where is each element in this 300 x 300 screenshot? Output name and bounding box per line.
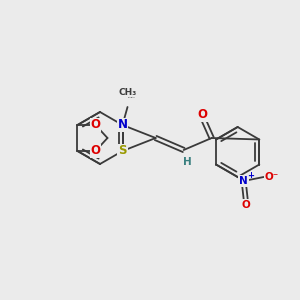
Text: N: N bbox=[239, 176, 248, 186]
Text: O: O bbox=[241, 200, 250, 210]
Text: O: O bbox=[91, 145, 100, 158]
Text: N: N bbox=[118, 118, 128, 131]
Text: +: + bbox=[247, 170, 254, 179]
Text: H: H bbox=[183, 157, 192, 167]
Text: O: O bbox=[91, 118, 100, 131]
Text: O: O bbox=[198, 109, 208, 122]
Text: S: S bbox=[118, 145, 127, 158]
Text: methyl: methyl bbox=[130, 97, 135, 98]
Text: methyl: methyl bbox=[128, 97, 132, 98]
Text: O⁻: O⁻ bbox=[265, 172, 279, 182]
Text: CH₃: CH₃ bbox=[118, 88, 136, 97]
